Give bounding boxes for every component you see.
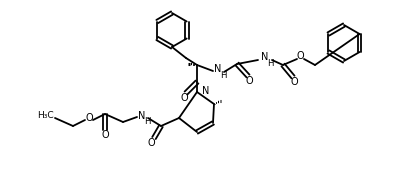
Text: O: O (147, 138, 155, 148)
Text: N: N (214, 64, 222, 74)
Text: N: N (261, 52, 269, 62)
Text: O: O (245, 76, 253, 86)
Text: O: O (101, 130, 109, 140)
Text: H₃C: H₃C (37, 111, 53, 120)
Text: H: H (220, 70, 226, 79)
Text: O: O (296, 51, 304, 61)
Text: O: O (85, 113, 93, 123)
Text: N: N (138, 111, 146, 121)
Text: N: N (202, 86, 209, 96)
Text: H: H (267, 59, 273, 68)
Text: O: O (180, 93, 188, 103)
Text: O: O (290, 77, 298, 87)
Text: H: H (144, 117, 150, 126)
